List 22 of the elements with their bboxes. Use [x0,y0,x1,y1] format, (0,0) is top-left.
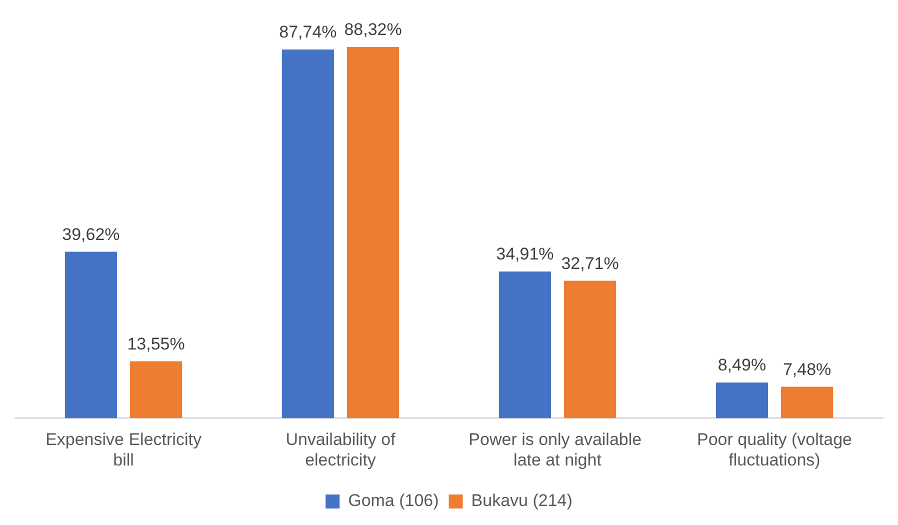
bar [716,382,768,418]
data-label: 7,48% [782,360,832,379]
legend-label: Goma (106) [348,491,439,510]
data-label: 34,91% [496,244,554,264]
data-label: 13,55% [127,334,185,354]
bar [130,361,182,418]
x-tick-label: Expensive Electricity bill [46,430,202,470]
bar [564,280,616,418]
legend-label: Bukavu (214) [471,491,572,510]
bar [498,272,551,418]
bar [282,49,334,418]
x-tick-label: Poor quality (voltage fluctuations) [697,430,852,470]
data-label: 8,49% [718,356,766,375]
data-label: 88,32% [344,20,402,40]
bar [781,386,834,418]
bar [347,47,400,418]
x-tick-label: Unvailability of electricity [286,430,396,470]
x-tick-label: Power is only available late at night [468,430,646,470]
data-label: 87,74% [279,22,337,42]
bar [64,252,117,418]
data-label: 39,62% [62,224,120,244]
data-label: 32,71% [561,254,619,273]
